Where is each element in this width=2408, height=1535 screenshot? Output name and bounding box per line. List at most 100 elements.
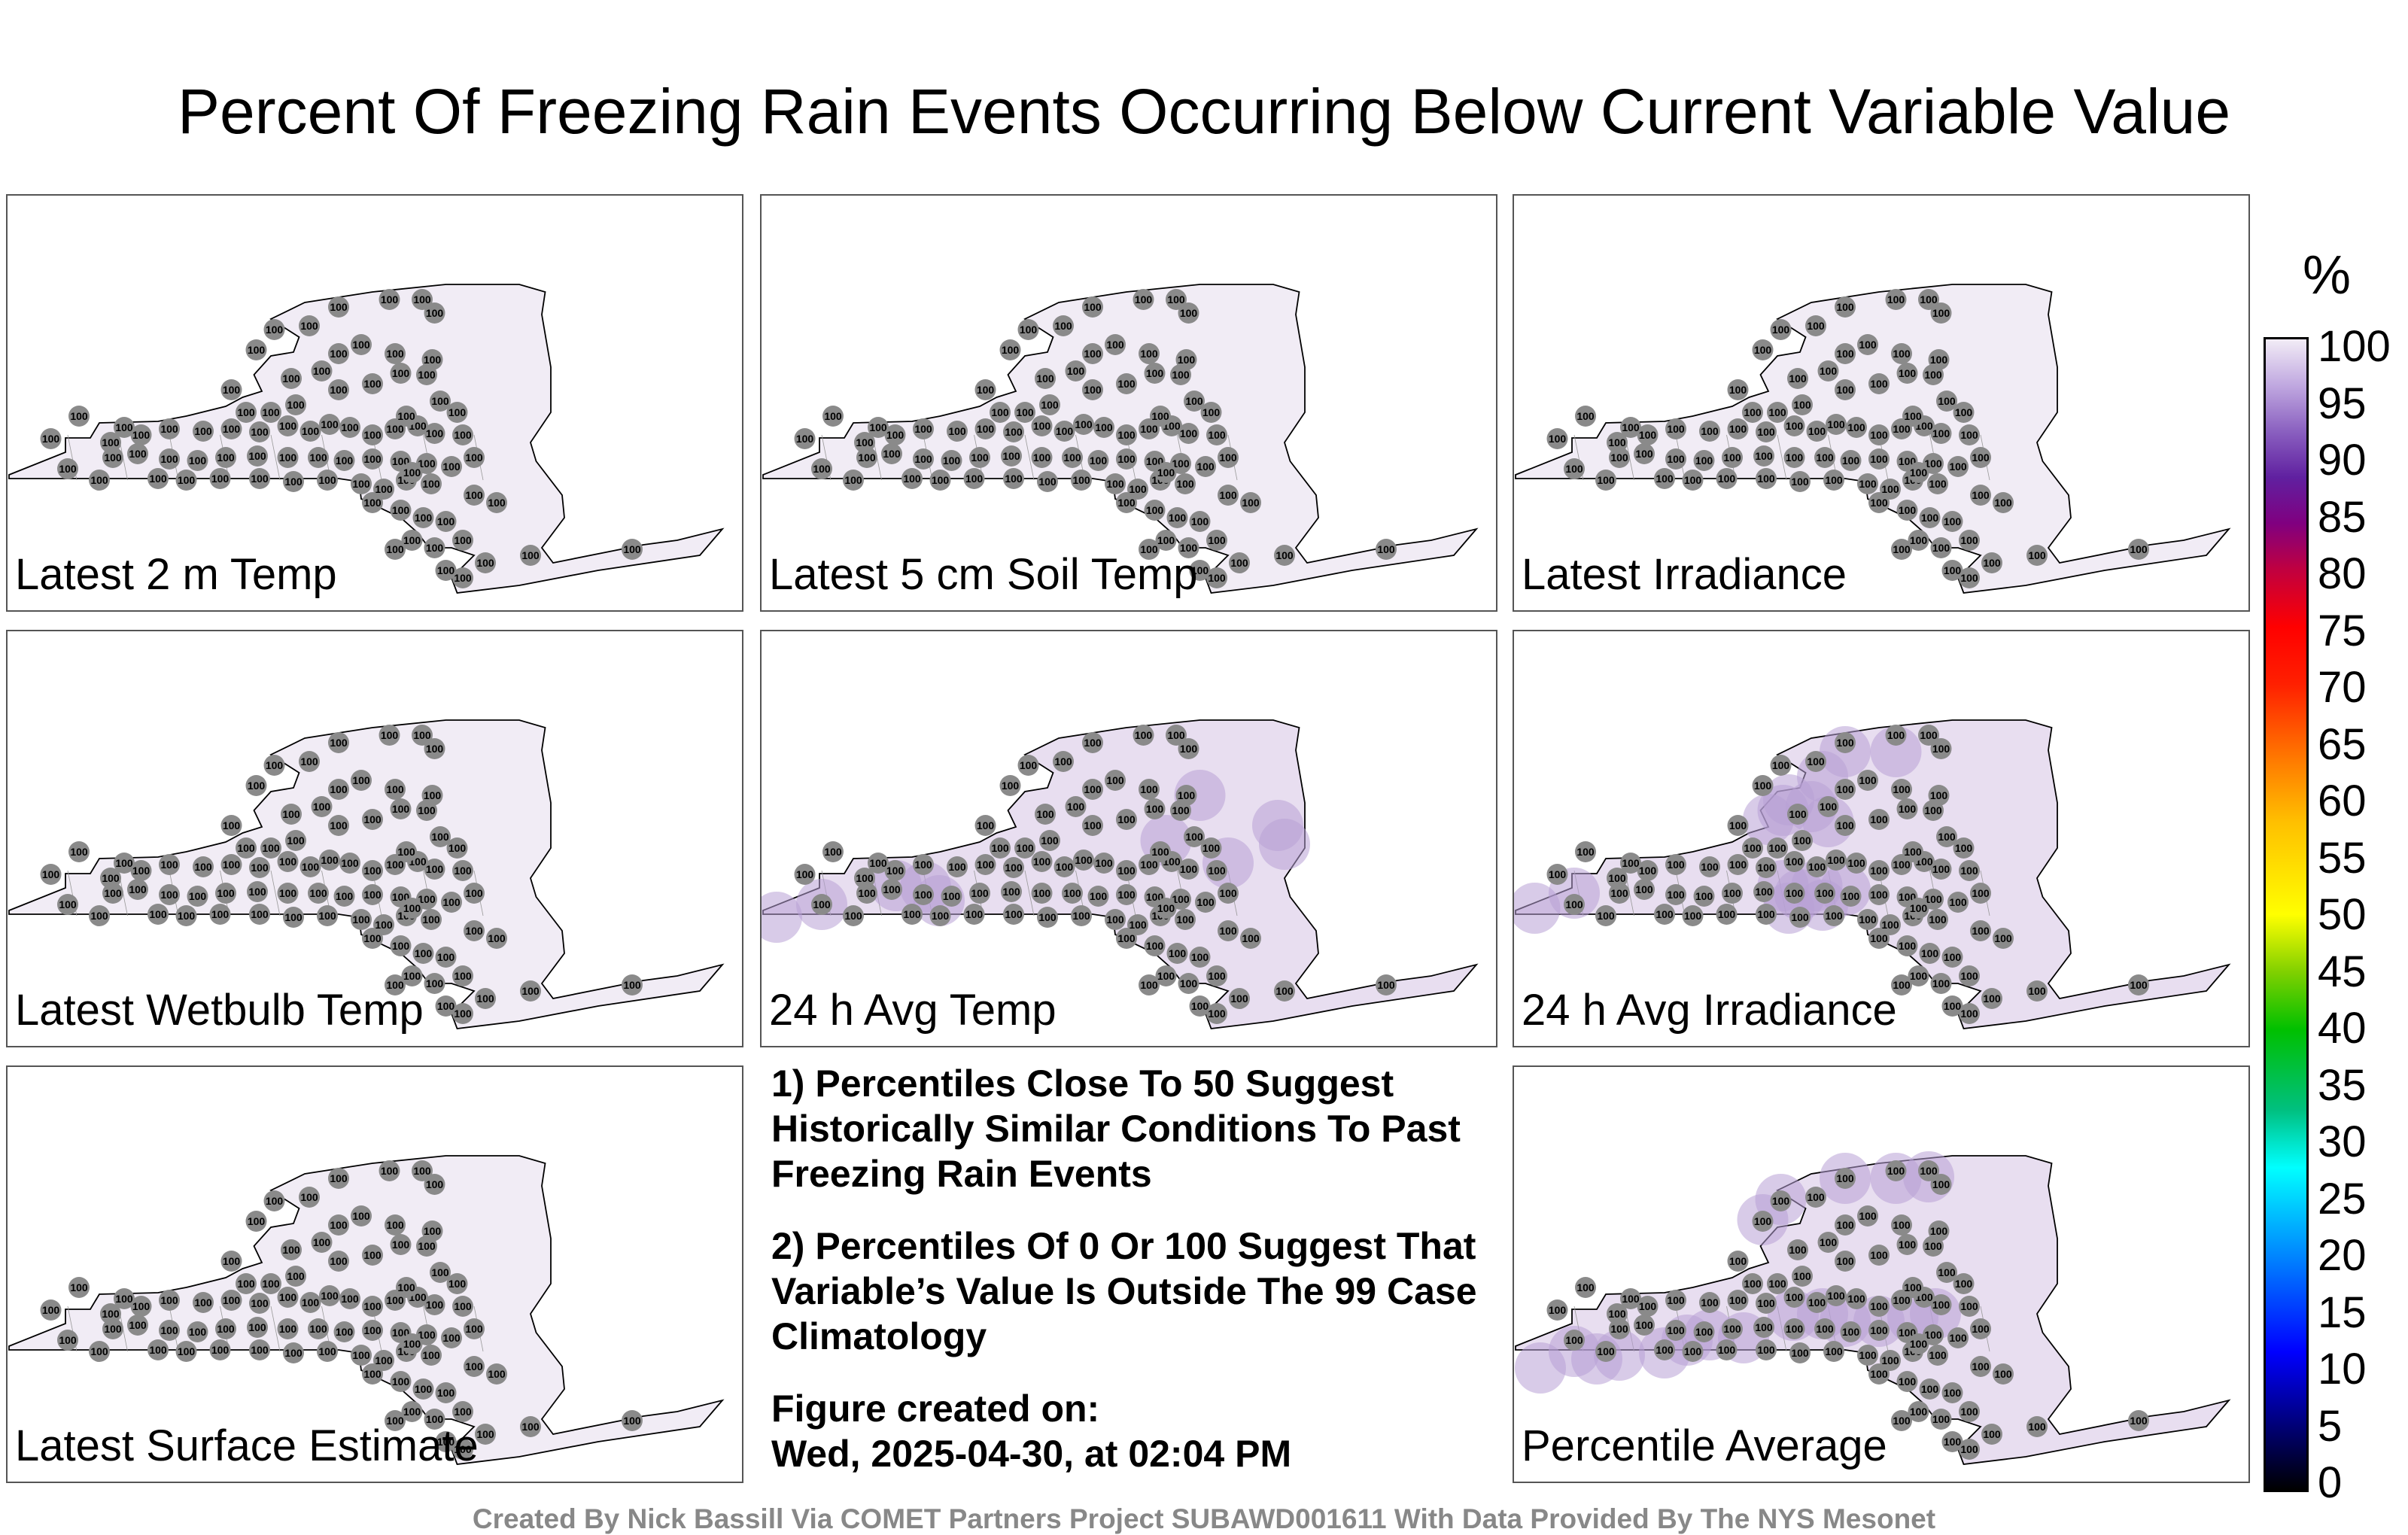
station-value: 100 <box>1786 887 1804 899</box>
station-marker <box>1665 854 1686 875</box>
station-marker <box>1857 770 1878 791</box>
station-marker <box>424 1294 445 1315</box>
station-value: 100 <box>1075 418 1093 430</box>
station-marker <box>1716 904 1738 925</box>
station-marker <box>990 402 1011 423</box>
station-marker <box>68 841 90 862</box>
station-marker <box>89 1341 110 1362</box>
station-marker <box>1564 1330 1585 1351</box>
station-marker <box>1752 339 1774 360</box>
station-value: 100 <box>352 478 370 490</box>
station-value: 100 <box>1038 911 1057 923</box>
station-value: 100 <box>1793 834 1811 847</box>
station-value: 100 <box>1180 307 1198 319</box>
station-marker <box>1947 456 1969 477</box>
station-value: 100 <box>330 348 348 360</box>
station-value: 100 <box>1377 543 1395 555</box>
station-value: 100 <box>302 1296 320 1309</box>
station-marker <box>1133 289 1154 310</box>
station-value: 100 <box>1172 457 1190 470</box>
station-value: 100 <box>330 1172 348 1184</box>
station-marker <box>1868 1245 1890 1266</box>
station-marker <box>1564 894 1585 915</box>
station-marker <box>1082 815 1103 836</box>
station-value: 100 <box>115 1293 133 1305</box>
station-value: 100 <box>1924 369 1942 381</box>
station-value: 100 <box>1117 453 1136 465</box>
station-marker <box>385 1410 406 1431</box>
station-value: 100 <box>330 301 348 313</box>
station-value: 100 <box>1955 842 1973 854</box>
station-value: 100 <box>1881 483 1899 495</box>
station-value: 100 <box>1597 910 1615 922</box>
station-value: 100 <box>431 395 449 407</box>
station-value: 100 <box>1820 1236 1838 1248</box>
station-marker <box>328 1168 349 1189</box>
station-value: 100 <box>1899 504 1917 516</box>
station-value: 100 <box>442 1332 461 1344</box>
station-marker <box>1947 1327 1969 1348</box>
station-value: 100 <box>330 384 348 396</box>
station-marker <box>1753 445 1774 467</box>
station-value: 100 <box>1639 429 1657 441</box>
station-marker <box>1065 360 1087 381</box>
station-marker <box>1919 1378 1941 1400</box>
station-marker <box>175 1341 197 1362</box>
station-value: 100 <box>914 889 932 901</box>
station-value: 100 <box>1723 887 1741 899</box>
station-value: 100 <box>1191 1000 1209 1012</box>
station-marker <box>385 779 406 800</box>
station-marker <box>1062 883 1083 904</box>
station-value: 100 <box>1859 913 1877 926</box>
station-value: 100 <box>178 910 196 922</box>
station-value: 100 <box>1932 427 1950 439</box>
station-value: 100 <box>321 418 339 430</box>
station-value: 100 <box>1005 862 1023 874</box>
station-marker <box>1930 738 1952 759</box>
station-marker <box>1783 1318 1805 1339</box>
station-marker <box>1770 755 1792 776</box>
station-value: 100 <box>521 549 540 561</box>
station-marker <box>175 470 197 491</box>
station-value: 100 <box>1191 564 1209 576</box>
station-value: 100 <box>1167 729 1185 741</box>
station-value: 100 <box>1754 780 1772 792</box>
station-value: 100 <box>1938 395 1956 407</box>
station-marker <box>1200 837 1222 859</box>
station-value: 100 <box>1072 910 1090 922</box>
panel-label: Latest 2 m Temp <box>15 550 337 599</box>
station-value: 100 <box>1056 425 1074 437</box>
station-marker <box>868 853 889 874</box>
station-value: 100 <box>1930 1225 1948 1237</box>
station-value: 100 <box>1960 1300 1978 1312</box>
station-marker <box>1993 492 2014 513</box>
station-marker <box>435 995 457 1017</box>
station-marker <box>1823 1341 1844 1362</box>
station-value: 100 <box>59 463 77 475</box>
station-value: 100 <box>1932 542 1950 554</box>
station-marker <box>285 830 306 851</box>
station-marker <box>1727 379 1749 400</box>
station-marker <box>1835 1214 1856 1236</box>
station-marker <box>1175 349 1197 370</box>
station-value: 100 <box>1208 865 1226 877</box>
station-marker <box>1817 360 1839 381</box>
station-value: 100 <box>1944 951 1962 963</box>
station-marker <box>913 854 934 875</box>
station-marker <box>1789 907 1811 928</box>
station-value: 100 <box>287 399 305 411</box>
station-value: 100 <box>386 783 404 795</box>
station-value: 100 <box>90 910 108 922</box>
station-value: 100 <box>943 454 961 467</box>
station-marker <box>187 450 208 471</box>
station-value: 100 <box>248 344 266 356</box>
station-value: 100 <box>1185 831 1203 843</box>
station-marker <box>385 1214 406 1236</box>
station-value: 100 <box>149 908 167 920</box>
station-marker <box>390 935 412 956</box>
station-marker <box>281 804 302 825</box>
station-value: 100 <box>1140 423 1158 435</box>
station-value: 100 <box>248 1215 266 1227</box>
station-value: 100 <box>248 450 266 462</box>
station-value: 100 <box>431 1266 449 1278</box>
